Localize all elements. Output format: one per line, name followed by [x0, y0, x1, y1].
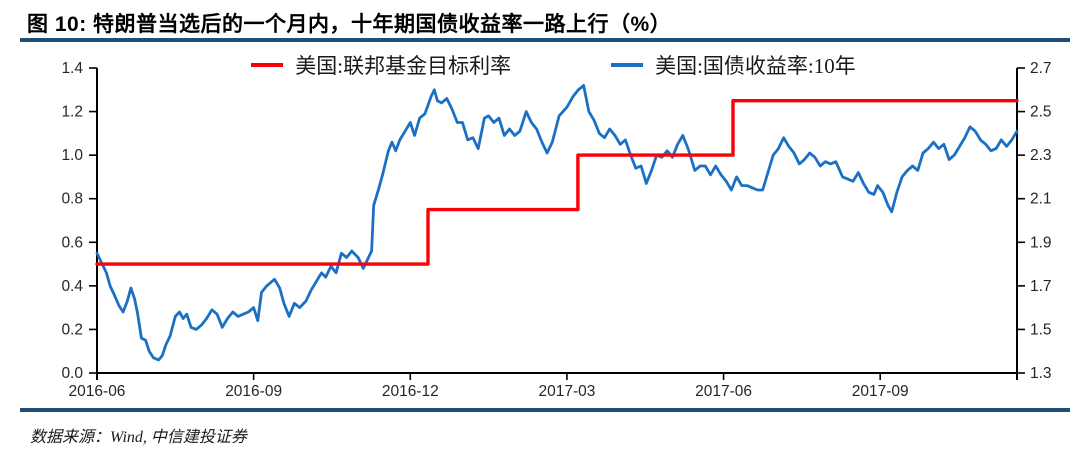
right-axis-tick-label: 2.5 [1030, 104, 1052, 121]
fed-funds-target-line [95, 98, 1019, 266]
x-axis-tick-label: 2016-06 [69, 383, 126, 400]
fed-funds-line-swatch [251, 63, 284, 67]
right-axis-tick-label: 1.3 [1030, 365, 1052, 382]
treasury-10y-line [95, 84, 1019, 362]
right-axis-tick-label: 1.5 [1030, 321, 1052, 338]
right-axis-tick-label: 1.9 [1030, 234, 1052, 251]
x-axis-tick-label: 2017-03 [538, 383, 595, 400]
left-axis-tick-label: 0.2 [61, 321, 83, 338]
x-axis-tick-label: 2016-12 [382, 383, 439, 400]
left-axis-tick-label: 0.8 [61, 191, 83, 208]
x-axis-tick-label: 2017-09 [852, 383, 909, 400]
right-axis-tick-label: 2.1 [1030, 191, 1052, 208]
footer-divider-rule [20, 408, 1070, 412]
legend-item-treasury-10y: 美国:国债收益率:10年 [611, 50, 856, 80]
left-axis-tick-label: 0.6 [61, 234, 83, 251]
right-axis-tick-label: 2.7 [1030, 60, 1052, 77]
title-divider-rule [20, 38, 1070, 42]
legend-item-fed-funds: 美国:联邦基金目标利率 [251, 50, 511, 80]
legend-label-fed-funds: 美国:联邦基金目标利率 [295, 54, 512, 78]
legend-label-treasury-10y: 美国:国债收益率:10年 [655, 54, 856, 78]
left-axis-tick-label: 0.0 [61, 365, 83, 382]
x-axis-tick-label: 2016-09 [225, 383, 282, 400]
data-source-note: 数据来源：Wind, 中信建投证券 [30, 429, 247, 446]
left-axis-tick-label: 1.0 [61, 147, 83, 164]
left-axis-tick-label: 0.4 [61, 278, 83, 295]
left-axis-tick-label: 1.4 [61, 60, 83, 77]
chart-legend: 美国:联邦基金目标利率 美国:国债收益率:10年 [90, 50, 1017, 80]
treasury-10y-line-swatch [611, 63, 644, 67]
figure-title: 图 10: 特朗普当选后的一个月内，十年期国债收益率一路上行（%） [27, 13, 672, 36]
right-axis-tick-label: 1.7 [1030, 278, 1052, 295]
right-axis-tick-label: 2.3 [1030, 147, 1052, 164]
left-axis-tick-label: 1.2 [61, 104, 83, 121]
x-axis-tick-label: 2017-06 [695, 383, 752, 400]
